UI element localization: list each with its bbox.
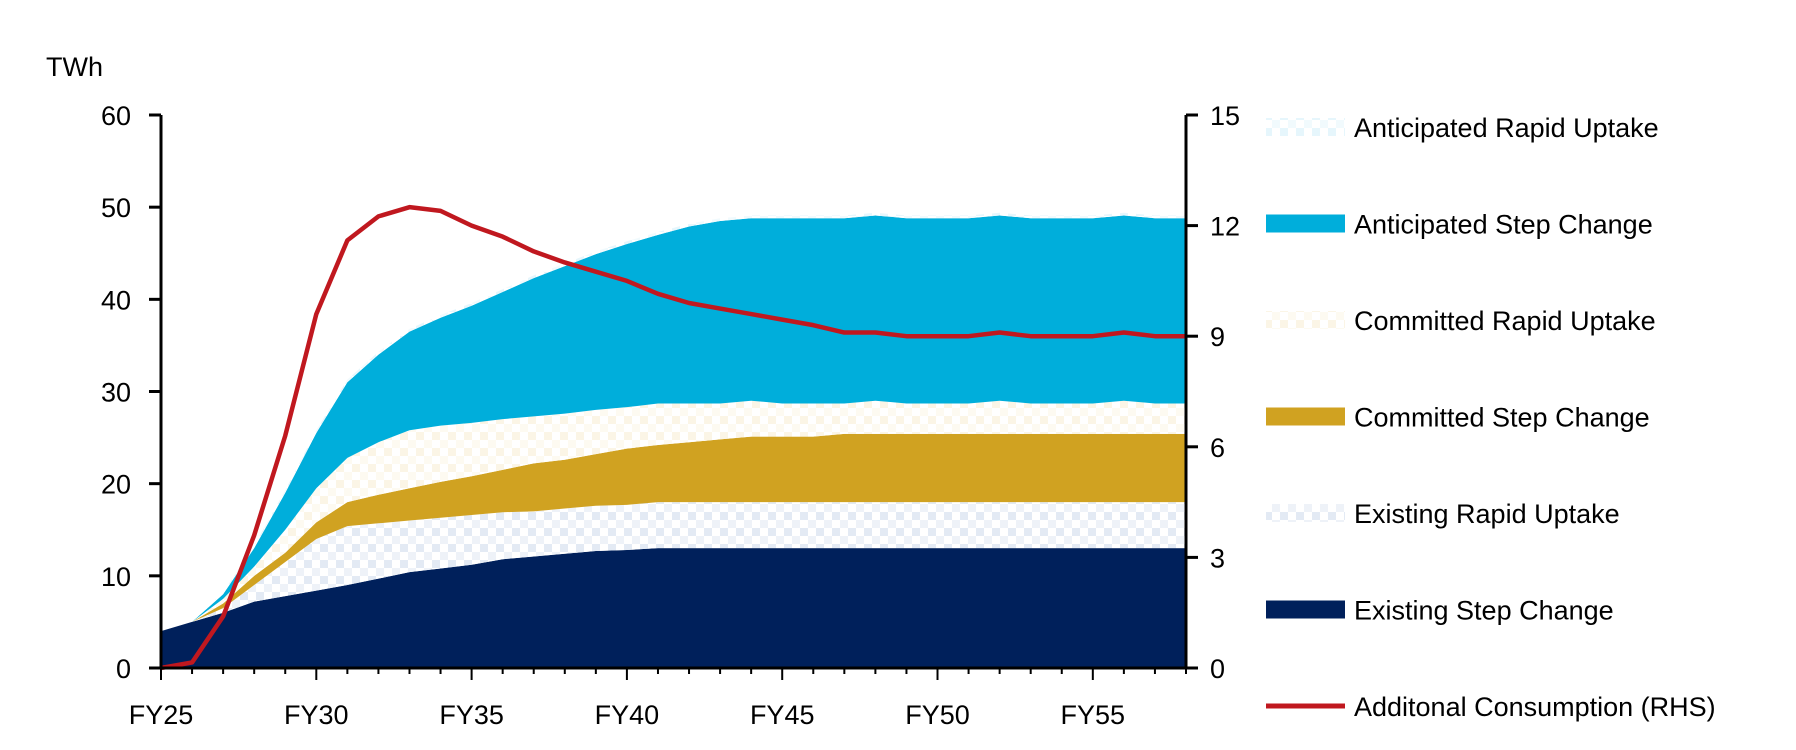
legend-item-additonal-consumption-rhs: Additonal Consumption (RHS) (1266, 692, 1716, 722)
area-existing-step-change (161, 548, 1186, 668)
x-tick-label: FY30 (284, 700, 349, 730)
legend-label: Anticipated Step Change (1354, 210, 1653, 240)
x-tick-label: FY35 (439, 700, 504, 730)
x-tick-label: FY25 (129, 700, 194, 730)
legend-item-existing-rapid-uptake: Existing Rapid Uptake (1266, 499, 1620, 529)
area-committed-rapid-uptake (161, 400, 1186, 632)
legend-swatch (1266, 504, 1345, 522)
legend-swatch (1266, 311, 1345, 329)
y-tick-label: 40 (101, 285, 131, 315)
y-tick-label: 50 (101, 193, 131, 223)
legend-item-anticipated-step-change: Anticipated Step Change (1266, 210, 1653, 240)
y-tick-label: 0 (116, 654, 131, 684)
x-tick-label: FY45 (750, 700, 815, 730)
legend-label: Additonal Consumption (RHS) (1354, 692, 1716, 722)
y2-tick-label: 9 (1210, 322, 1225, 352)
y-tick-label: 30 (101, 378, 131, 408)
legend-swatch (1266, 600, 1345, 619)
y2-tick-label: 0 (1210, 654, 1225, 684)
legend-item-committed-step-change: Committed Step Change (1266, 403, 1650, 433)
y-tick-label: 20 (101, 470, 131, 500)
y-axis-label: TWh (46, 52, 103, 82)
y2-tick-label: 12 (1210, 212, 1240, 242)
y-tick-label: 60 (101, 101, 131, 131)
axes: 0 10 20 30 40 50 60 0 3 6 9 12 15 FY25 FY30 FY35 FY40 FY4… (101, 101, 1240, 730)
y-tick-label: 10 (101, 562, 131, 592)
legend: Anticipated Rapid Uptake Anticipated Step… (1266, 113, 1716, 722)
line-additional-consumption (160, 204, 1186, 671)
legend-item-existing-step-change: Existing Step Change (1266, 596, 1614, 626)
legend-label: Existing Rapid Uptake (1354, 499, 1620, 529)
area-anticipated-step-change (161, 215, 1186, 632)
legend-label: Committed Step Change (1354, 403, 1650, 433)
legend-item-committed-rapid-uptake: Committed Rapid Uptake (1266, 306, 1656, 336)
legend-label: Committed Rapid Uptake (1354, 306, 1656, 336)
area-committed-step-change (161, 433, 1186, 632)
y2-tick-label: 3 (1210, 543, 1225, 573)
legend-swatch (1266, 214, 1345, 233)
legend-swatch (1266, 118, 1345, 136)
legend-item-anticipated-rapid-uptake: Anticipated Rapid Uptake (1266, 113, 1659, 143)
legend-label: Anticipated Rapid Uptake (1354, 113, 1659, 143)
x-tick-label: FY55 (1061, 700, 1126, 730)
area-layers (161, 212, 1186, 668)
area-existing-rapid-uptake (161, 502, 1186, 632)
x-tick-label: FY40 (595, 700, 660, 730)
x-tick-label: FY50 (905, 700, 970, 730)
y2-tick-label: 6 (1210, 433, 1225, 463)
line-layer (160, 204, 1186, 671)
legend-swatch (1266, 407, 1345, 426)
y2-tick-label: 15 (1210, 101, 1240, 131)
legend-label: Existing Step Change (1354, 596, 1614, 626)
